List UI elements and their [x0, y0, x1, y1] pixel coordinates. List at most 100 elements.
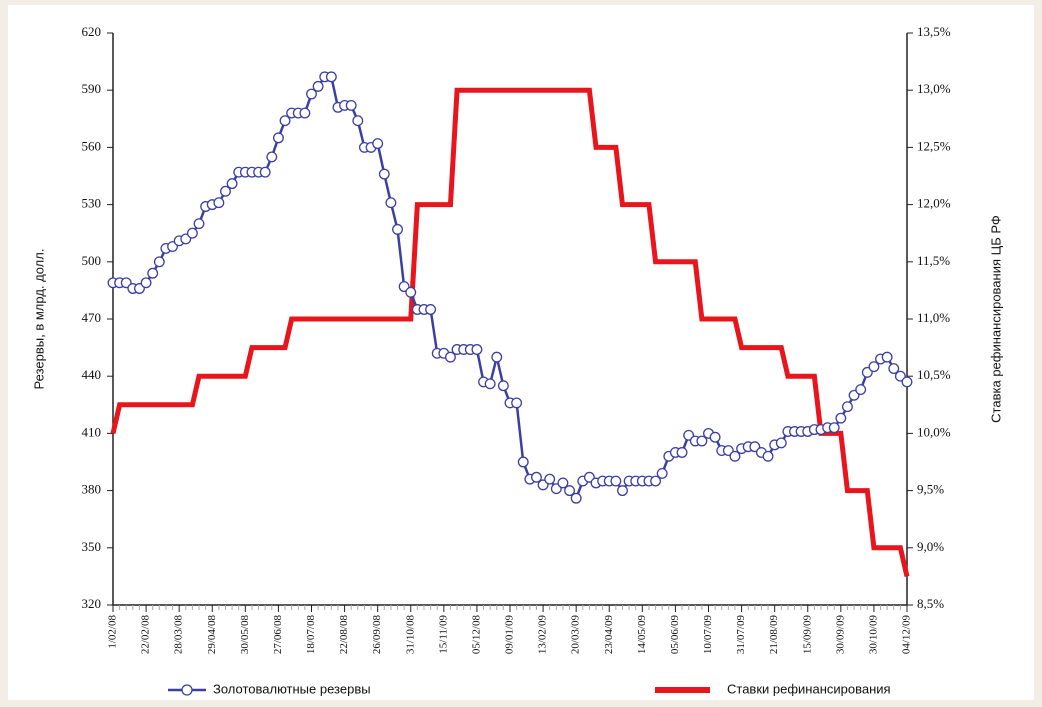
- marker: [226, 178, 238, 190]
- marker: [345, 100, 357, 111]
- y-tick-label: 320: [82, 596, 102, 611]
- marker: [392, 223, 403, 235]
- y2-tick-label: 10,5%: [917, 367, 951, 382]
- series-line: [110, 87, 910, 577]
- marker: [557, 477, 569, 489]
- y2-tick-label: 8,5%: [917, 596, 944, 611]
- y-tick-label: 620: [82, 24, 102, 39]
- x-tick-label: 22/02/08: [140, 615, 152, 655]
- x-tick-label: 26/09/08: [371, 615, 383, 655]
- marker: [425, 304, 437, 315]
- x-tick-label: 15/11/09: [437, 615, 449, 654]
- y2-tick-label: 9,0%: [917, 539, 944, 554]
- marker: [272, 132, 284, 144]
- marker: [656, 467, 668, 479]
- x-tick-label: 31/07/09: [735, 615, 747, 655]
- marker: [901, 376, 913, 388]
- marker: [213, 197, 225, 209]
- y2-tick-label: 11,5%: [917, 253, 950, 268]
- x-tick-label: 18/07/08: [305, 615, 317, 655]
- y-tick-label: 350: [82, 539, 102, 554]
- x-tick-label: 30/10/09: [867, 615, 879, 655]
- marker: [306, 88, 317, 100]
- x-tick-label: 30/05/08: [239, 615, 251, 655]
- x-tick-label: 21/08/09: [768, 615, 780, 655]
- y-tick-label: 500: [82, 253, 102, 268]
- x-tick-label: 05/06/09: [669, 615, 681, 655]
- marker: [881, 351, 893, 363]
- legend-label: Ставки рефинансирования: [727, 681, 891, 696]
- marker: [842, 401, 853, 413]
- marker: [762, 450, 774, 462]
- marker: [709, 431, 721, 443]
- marker: [279, 115, 291, 127]
- x-tick-label: 15/09/09: [801, 615, 813, 655]
- marker: [855, 384, 867, 395]
- marker: [696, 435, 708, 447]
- marker: [220, 185, 231, 197]
- x-tick-label: 27/06/08: [272, 615, 284, 655]
- marker: [266, 151, 278, 163]
- marker: [610, 475, 622, 487]
- marker: [835, 412, 847, 424]
- marker: [531, 471, 542, 483]
- y2-axis-label: Ставка рефинансирования ЦБ РФ: [988, 215, 1003, 423]
- x-tick-label: 05/12/08: [470, 615, 482, 655]
- marker: [828, 422, 840, 434]
- marker: [352, 115, 364, 127]
- marker: [544, 473, 556, 485]
- marker: [378, 168, 390, 180]
- y2-tick-label: 10,0%: [917, 424, 951, 439]
- marker: [511, 397, 523, 409]
- y-tick-label: 410: [82, 424, 102, 439]
- marker: [372, 138, 384, 150]
- y2-tick-label: 12,5%: [917, 138, 951, 153]
- legend-label: Золотовалютные резервы: [213, 681, 371, 696]
- x-tick-label: 23/04/09: [603, 615, 615, 655]
- marker: [517, 456, 529, 468]
- x-tick-label: 20/03/09: [570, 615, 582, 655]
- y-tick-label: 440: [82, 367, 102, 382]
- x-tick-label: 09/01/09: [504, 615, 516, 655]
- x-tick-label: 28/03/08: [173, 615, 185, 655]
- marker: [570, 492, 582, 504]
- marker: [676, 447, 688, 458]
- x-tick-label: 22/08/08: [338, 615, 350, 655]
- y-tick-label: 530: [82, 196, 102, 211]
- y-tick-label: 380: [82, 482, 102, 497]
- y-tick-label: 560: [82, 138, 102, 153]
- marker: [147, 267, 159, 279]
- marker: [140, 277, 152, 289]
- marker: [868, 361, 880, 373]
- marker: [405, 286, 417, 298]
- marker: [259, 166, 271, 178]
- marker: [153, 256, 165, 268]
- legend-marker: [181, 684, 193, 696]
- marker: [193, 218, 205, 230]
- x-tick-label: 1/02/08: [107, 615, 119, 649]
- y2-tick-label: 11,0%: [917, 310, 950, 325]
- y2-tick-label: 9,5%: [917, 482, 944, 497]
- marker: [775, 437, 787, 449]
- marker: [650, 475, 662, 487]
- x-tick-label: 04/12/09: [901, 615, 913, 655]
- marker: [888, 363, 900, 375]
- marker: [385, 197, 397, 209]
- marker: [497, 380, 509, 392]
- marker: [186, 227, 198, 239]
- marker: [445, 351, 456, 363]
- marker: [312, 80, 324, 92]
- marker: [325, 71, 337, 83]
- y2-tick-label: 13,0%: [917, 81, 951, 96]
- marker: [484, 378, 496, 390]
- y2-tick-label: 12,0%: [917, 196, 951, 211]
- y2-tick-label: 13,5%: [917, 24, 951, 39]
- marker: [299, 107, 311, 119]
- x-tick-label: 13/02/09: [537, 615, 549, 655]
- panel: [8, 5, 1034, 700]
- y-axis-label: Резервы, в млрд. долл.: [31, 249, 46, 390]
- marker: [729, 450, 741, 462]
- x-tick-label: 31/10/08: [404, 615, 416, 655]
- marker: [491, 351, 503, 363]
